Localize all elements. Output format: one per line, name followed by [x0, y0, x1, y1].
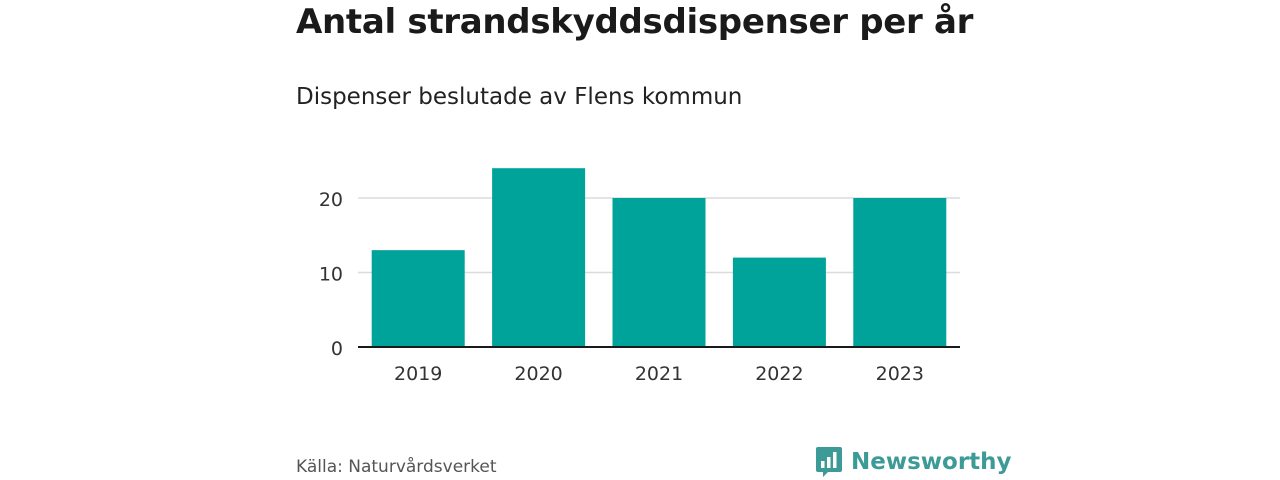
chart-title: Antal strandskyddsdispenser per år: [296, 2, 974, 42]
bar-2019: [371, 250, 465, 347]
bar-2021: [612, 198, 706, 347]
bar-2022: [732, 257, 826, 347]
brand-logo: Newsworthy: [815, 446, 1012, 478]
source-note: Källa: Naturvårdsverket: [296, 457, 497, 477]
y-tick-label: 10: [319, 264, 343, 286]
bar-2020: [492, 168, 586, 347]
x-tick-label: 2021: [635, 363, 683, 385]
x-tick-label: 2023: [876, 363, 924, 385]
x-tick-label: 2019: [394, 363, 442, 385]
y-tick-label: 0: [331, 338, 343, 360]
newsworthy-logo-icon: [816, 447, 842, 477]
x-tick-label: 2022: [755, 363, 803, 385]
bar-2023: [853, 198, 947, 347]
y-tick-label: 20: [319, 189, 343, 211]
brand-name: Newsworthy: [851, 449, 1012, 475]
chart-subtitle: Dispenser beslutade av Flens kommun: [296, 84, 743, 110]
x-tick-label: 2020: [514, 363, 562, 385]
